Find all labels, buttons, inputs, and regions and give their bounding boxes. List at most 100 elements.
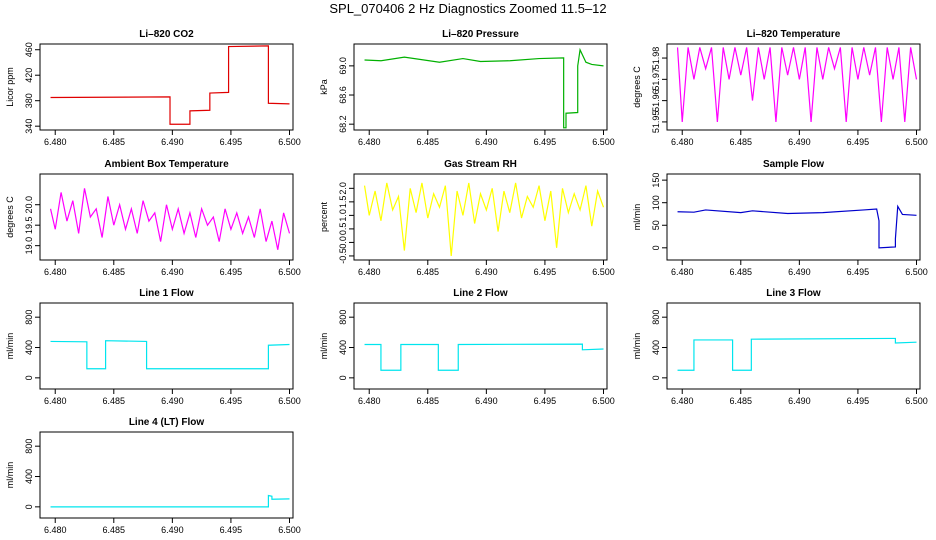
y-tick-label: 0 — [24, 504, 34, 509]
y-tick-label: 800 — [651, 310, 661, 325]
y-tick-label: 50 — [651, 220, 661, 230]
panel-title: Line 2 Flow — [453, 288, 508, 299]
y-tick-label: 0 — [651, 375, 661, 380]
y-tick-label: 20.0 — [24, 196, 34, 214]
x-tick-label: 6.490 — [788, 396, 811, 406]
x-tick-label: 6.485 — [730, 267, 753, 277]
panel-title: Line 3 Flow — [766, 288, 821, 299]
panel-title: Ambient Box Temperature — [104, 159, 229, 170]
y-tick-label: 400 — [338, 340, 348, 355]
x-tick-label: 6.490 — [788, 137, 811, 147]
x-tick-label: 6.490 — [161, 137, 184, 147]
plot-frame — [353, 43, 608, 131]
x-tick-label: 6.490 — [161, 396, 184, 406]
y-tick-label: 51.96 — [651, 89, 661, 112]
data-line — [49, 188, 291, 250]
y-tick-label: 420 — [24, 68, 34, 83]
x-tick-label: 6.480 — [358, 396, 381, 406]
y-axis-label: Licor ppm — [5, 67, 15, 107]
x-tick-label: 6.485 — [103, 525, 126, 535]
data-line — [364, 343, 604, 371]
y-axis-label: ml/min — [632, 333, 642, 360]
plot-frame — [666, 302, 921, 390]
y-tick-label: 1.0 — [338, 209, 348, 222]
x-tick-label: 6.490 — [788, 267, 811, 277]
x-tick-label: 6.500 — [905, 137, 928, 147]
x-tick-label: 6.495 — [534, 137, 557, 147]
y-tick-label: 400 — [24, 469, 34, 484]
y-tick-label: 0 — [24, 375, 34, 380]
y-tick-label: 0.5 — [338, 223, 348, 236]
data-line — [50, 494, 290, 508]
x-tick-label: 6.495 — [534, 396, 557, 406]
panel-title: Li–820 Temperature — [747, 29, 841, 40]
x-tick-label: 6.500 — [905, 396, 928, 406]
data-line — [50, 340, 290, 370]
x-tick-label: 6.495 — [534, 267, 557, 277]
y-tick-label: 380 — [24, 93, 34, 108]
y-tick-label: 19.0 — [24, 237, 34, 255]
panel-title: Sample Flow — [763, 159, 824, 170]
data-line — [677, 337, 917, 371]
y-tick-label: 19.5 — [24, 216, 34, 234]
y-tick-label: -0.5 — [338, 248, 348, 264]
y-tick-label: 400 — [24, 340, 34, 355]
data-line — [676, 47, 918, 122]
x-tick-label: 6.500 — [278, 396, 301, 406]
y-tick-label: 2.0 — [338, 182, 348, 195]
x-tick-label: 6.485 — [730, 396, 753, 406]
plot-frame — [39, 173, 294, 261]
x-tick-label: 6.490 — [161, 267, 184, 277]
plot-frame — [666, 173, 921, 261]
data-line — [363, 182, 605, 256]
y-tick-label: 0.0 — [338, 236, 348, 249]
y-tick-label: 1.5 — [338, 196, 348, 209]
y-tick-label: 150 — [651, 173, 661, 188]
x-tick-label: 6.480 — [671, 267, 694, 277]
x-tick-label: 6.485 — [417, 267, 440, 277]
x-tick-label: 6.500 — [592, 267, 615, 277]
x-tick-label: 6.490 — [475, 396, 498, 406]
x-tick-label: 6.480 — [358, 267, 381, 277]
data-line — [364, 47, 604, 129]
plot-frame — [39, 43, 294, 131]
y-axis-label: kPa — [319, 79, 329, 95]
x-tick-label: 6.500 — [278, 137, 301, 147]
panel-title: Gas Stream RH — [444, 159, 517, 170]
y-tick-label: 800 — [24, 439, 34, 454]
plot-frame — [39, 431, 294, 519]
y-tick-label: 0 — [338, 375, 348, 380]
x-tick-label: 6.480 — [44, 396, 67, 406]
x-tick-label: 6.490 — [475, 137, 498, 147]
x-tick-label: 6.485 — [730, 137, 753, 147]
y-tick-label: 800 — [24, 310, 34, 325]
y-tick-label: 400 — [651, 340, 661, 355]
panel-title: Li–820 CO2 — [139, 29, 194, 40]
x-tick-label: 6.490 — [475, 267, 498, 277]
y-axis-label: ml/min — [319, 333, 329, 360]
x-tick-label: 6.495 — [220, 396, 243, 406]
data-line — [677, 204, 917, 249]
y-axis-label: degrees C — [5, 196, 15, 238]
x-tick-label: 6.485 — [103, 267, 126, 277]
x-tick-label: 6.480 — [44, 525, 67, 535]
figure-title: SPL_070406 2 Hz Diagnostics Zoomed 11.5–… — [329, 1, 606, 16]
data-line — [50, 45, 290, 125]
x-tick-label: 6.480 — [671, 396, 694, 406]
y-tick-label: 51.95 — [651, 111, 661, 134]
plot-frame — [353, 173, 608, 261]
x-tick-label: 6.485 — [103, 396, 126, 406]
x-tick-label: 6.495 — [847, 396, 870, 406]
panel-title: Li–820 Pressure — [442, 29, 519, 40]
x-tick-label: 6.480 — [671, 137, 694, 147]
panel-title: Line 1 Flow — [139, 288, 194, 299]
plot-frame — [666, 43, 921, 131]
x-tick-label: 6.480 — [358, 137, 381, 147]
y-axis-label: percent — [319, 201, 329, 232]
x-tick-label: 6.500 — [278, 267, 301, 277]
x-tick-label: 6.495 — [847, 137, 870, 147]
y-tick-label: 68.2 — [338, 115, 348, 133]
x-tick-label: 6.495 — [220, 137, 243, 147]
